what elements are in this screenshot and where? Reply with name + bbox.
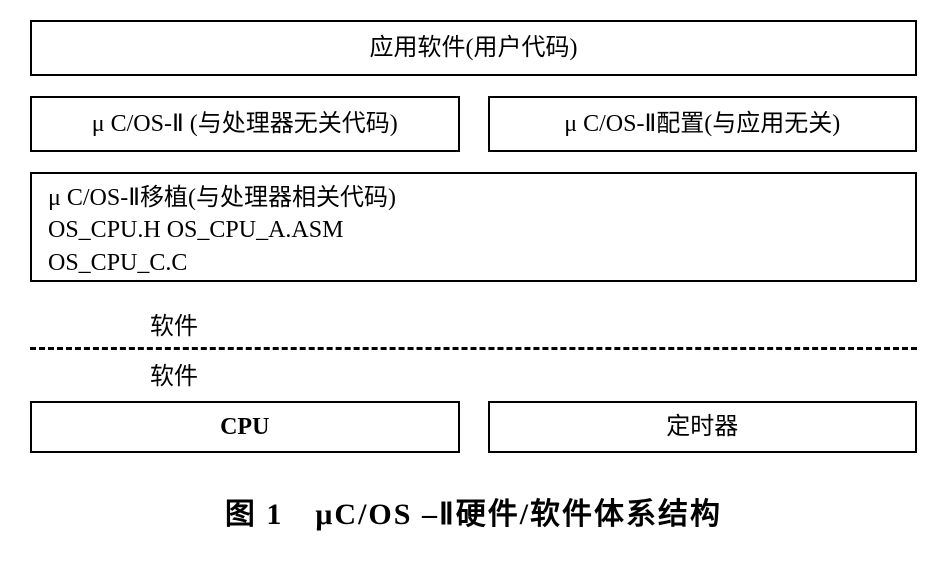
layer-ucos-core: μ C/OS-Ⅱ (与处理器无关代码): [30, 96, 460, 152]
layer-porting: μ C/OS-Ⅱ移植(与处理器相关代码) OS_CPU.H OS_CPU_A.A…: [30, 172, 917, 282]
layer-timer: 定时器: [488, 401, 918, 453]
figure-caption: 图 1 μC/OS –Ⅱ硬件/软件体系结构: [30, 489, 917, 533]
diagram-root: 应用软件(用户代码) μ C/OS-Ⅱ (与处理器无关代码) μ C/OS-Ⅱ配…: [0, 0, 947, 565]
layer-ucos-row: μ C/OS-Ⅱ (与处理器无关代码) μ C/OS-Ⅱ配置(与应用无关): [30, 96, 917, 152]
separator-label-below: 软件: [150, 356, 917, 391]
separator-label-above: 软件: [150, 306, 917, 341]
separator-dashed-line: [30, 347, 917, 350]
layer-ucos-config: μ C/OS-Ⅱ配置(与应用无关): [488, 96, 918, 152]
layer-hardware-row: CPU 定时器: [30, 401, 917, 453]
layer-cpu: CPU: [30, 401, 460, 453]
porting-files-line2: OS_CPU_C.C: [48, 247, 187, 279]
software-hardware-separator: 软件 软件: [30, 306, 917, 391]
porting-files-line1: OS_CPU.H OS_CPU_A.ASM: [48, 214, 343, 246]
porting-title: μ C/OS-Ⅱ移植(与处理器相关代码): [48, 182, 396, 214]
layer-application: 应用软件(用户代码): [30, 20, 917, 76]
